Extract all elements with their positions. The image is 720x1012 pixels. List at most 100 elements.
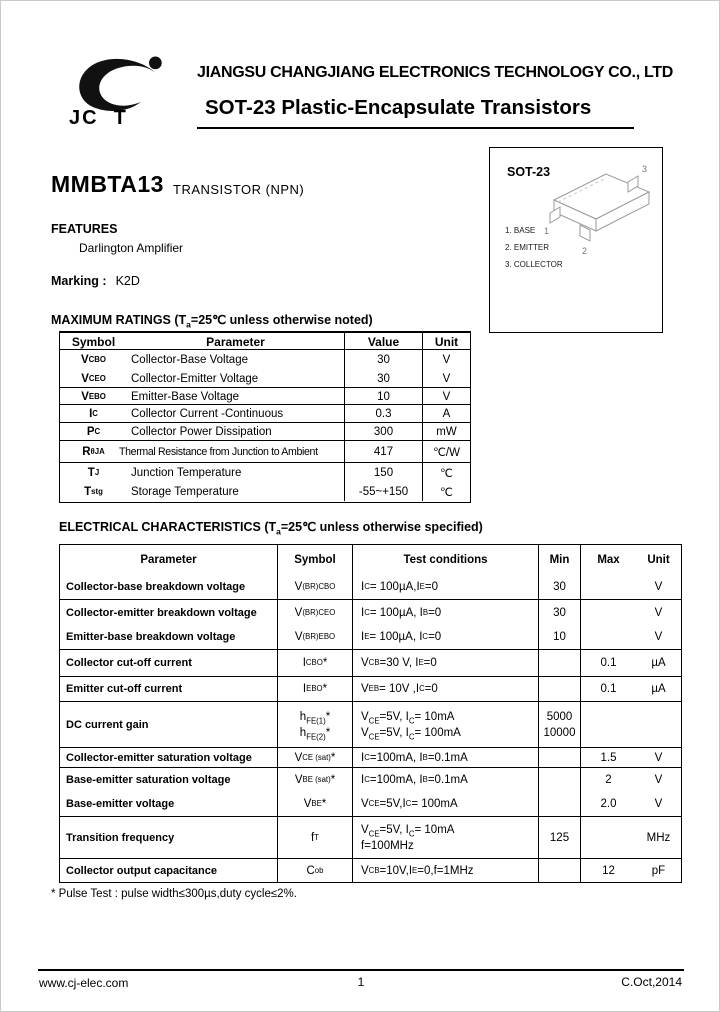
part-type: TRANSISTOR (NPN) [173, 182, 305, 197]
lead-label-2: 2 [582, 246, 587, 256]
company-name: JIANGSU CHANGJIANG ELECTRONICS TECHNOLOG… [197, 64, 673, 81]
cell-conditions: I C = 100µA, I B =0 [353, 600, 539, 625]
col-header-unit: Unit [647, 553, 670, 566]
cell-min: 30 [539, 574, 581, 599]
cell-symbol: V (BR)CEO [278, 600, 353, 625]
cell-unit: µA [651, 683, 666, 695]
cell-symbol: V (BR)EBO [278, 625, 353, 649]
cell-parameter: Collector-Emitter Voltage [127, 369, 345, 387]
cell-max: 12 [602, 865, 615, 877]
cell-symbol: V BE (sat) * [278, 768, 353, 792]
pin-item-collector: 3. COLLECTOR [505, 260, 563, 269]
table-row: Collector-base breakdown voltage V (BR)CB… [60, 574, 681, 599]
cell-unit: V [654, 774, 663, 786]
cell-unit: A [442, 408, 451, 420]
title-underline [197, 127, 634, 129]
cell-value: 300 [345, 423, 423, 440]
features-heading: FEATURES [51, 222, 118, 236]
max-ratings-heading: MAXIMUM RATINGS (Ta=25℃ unless otherwise… [51, 313, 373, 330]
col-header-unit: Unit [434, 334, 459, 349]
cell-parameter: Collector-emitter saturation voltage [60, 748, 278, 767]
cell-unit: ℃ [440, 467, 453, 480]
cell-parameter: Thermal Resistance from Junction to Ambi… [119, 441, 345, 462]
cell-parameter: Base-emitter saturation voltage [60, 768, 278, 792]
cell-conditions: V EB = 10V ,I C =0 [353, 677, 539, 701]
cell-parameter: Base-emitter voltage [60, 792, 278, 816]
footer-website: www.cj-elec.com [39, 976, 129, 990]
cell-min [539, 859, 581, 883]
package-outline-box: SOT-23 1 2 3 1. BASE 2. EMITTER 3. COLLE… [489, 147, 663, 333]
cell-conditions: I C = 100µA,I E =0 [353, 574, 539, 599]
cell-unit: V [654, 798, 663, 810]
cell-unit: V [654, 751, 663, 764]
cell-symbol: hFE(1)* hFE(2)* [278, 702, 353, 747]
cell-min: 10 [539, 625, 581, 649]
logo-text: JC T [69, 107, 128, 129]
col-header-value: Value [345, 333, 423, 349]
cell-min: 125 [539, 817, 581, 858]
sot23-package-diagram: 1 2 3 [544, 164, 651, 256]
marking-value: K2D [115, 274, 140, 288]
col-header-conditions: Test conditions [353, 545, 539, 574]
footer-page-number: 1 [357, 975, 365, 989]
cell-min [539, 768, 581, 792]
cell-unit: V [442, 353, 451, 366]
cell-symbol: V CBO [80, 353, 107, 366]
cell-conditions: V CE =5V,I C = 100mA [353, 792, 539, 816]
cell-value: 0.3 [345, 405, 423, 422]
table-header-row: Symbol Parameter Value Unit [60, 333, 470, 349]
cell-parameter: DC current gain [60, 702, 278, 747]
cell-parameter: Storage Temperature [127, 482, 345, 501]
cell-min [539, 748, 581, 767]
cell-min [539, 650, 581, 676]
cell-conditions: I E = 100µA, I C =0 [353, 625, 539, 649]
cell-parameter: Collector Power Dissipation [127, 423, 345, 440]
cell-value: 417 [345, 441, 423, 462]
cell-parameter: Collector-emitter breakdown voltage [60, 600, 278, 625]
cell-unit: ℃ [440, 486, 453, 499]
cell-unit: V [654, 631, 663, 643]
col-header-max: Max [597, 553, 620, 566]
cell-value: 150 [345, 463, 423, 482]
cell-conditions: V CB =30 V, I E =0 [353, 650, 539, 676]
cell-symbol: V (BR)CBO [278, 574, 353, 599]
table-header-row: Parameter Symbol Test conditions Min Max… [60, 545, 681, 574]
lead-label-1: 1 [544, 226, 549, 236]
table-row: Emitter cut-off current I EBO * V EB = 10V ,… [60, 677, 681, 701]
package-name: SOT-23 [507, 165, 551, 179]
cell-parameter: Collector-base breakdown voltage [60, 574, 278, 599]
cell-conditions: I C =100mA, I B =0.1mA [353, 748, 539, 767]
cell-unit: V [442, 390, 451, 403]
pin-list: 1. BASE 2. EMITTER 3. COLLECTOR [505, 222, 563, 273]
cell-max: 0.1 [600, 683, 617, 695]
cell-max: 1.5 [600, 751, 617, 764]
cell-value: 30 [345, 350, 423, 369]
cell-parameter: Collector-Base Voltage [127, 350, 345, 369]
table-row: Base-emitter saturation voltage V BE (sat… [60, 768, 681, 792]
table-row: Base-emitter voltage V BE * V CE =5V,I C = 100… [60, 792, 681, 816]
cell-min [539, 792, 581, 816]
pin-item-emitter: 2. EMITTER [505, 243, 550, 252]
electrical-characteristics-table: Parameter Symbol Test conditions Min Max… [59, 544, 682, 883]
page-title: SOT-23 Plastic-Encapsulate Transistors [205, 96, 592, 119]
col-header-parameter: Parameter [60, 545, 278, 574]
marking-label: Marking : [51, 274, 107, 288]
col-header-symbol: Symbol [71, 334, 116, 349]
table-row: V CEO Collector-Emitter Voltage 30 V [60, 369, 470, 387]
cell-unit: V [442, 372, 451, 385]
cell-conditions: VCE=5V, IC= 10mA f=100MHz [353, 817, 539, 858]
cell-parameter: Collector Current -Continuous [127, 405, 345, 422]
part-number: MMBTA13 [51, 171, 164, 197]
table-row: V EBO Emitter-Base Voltage 10 V [60, 388, 470, 404]
cell-min: 5000 10000 [539, 702, 581, 747]
pulse-test-note: * Pulse Test : pulse width≤300µs,duty cy… [51, 888, 297, 900]
